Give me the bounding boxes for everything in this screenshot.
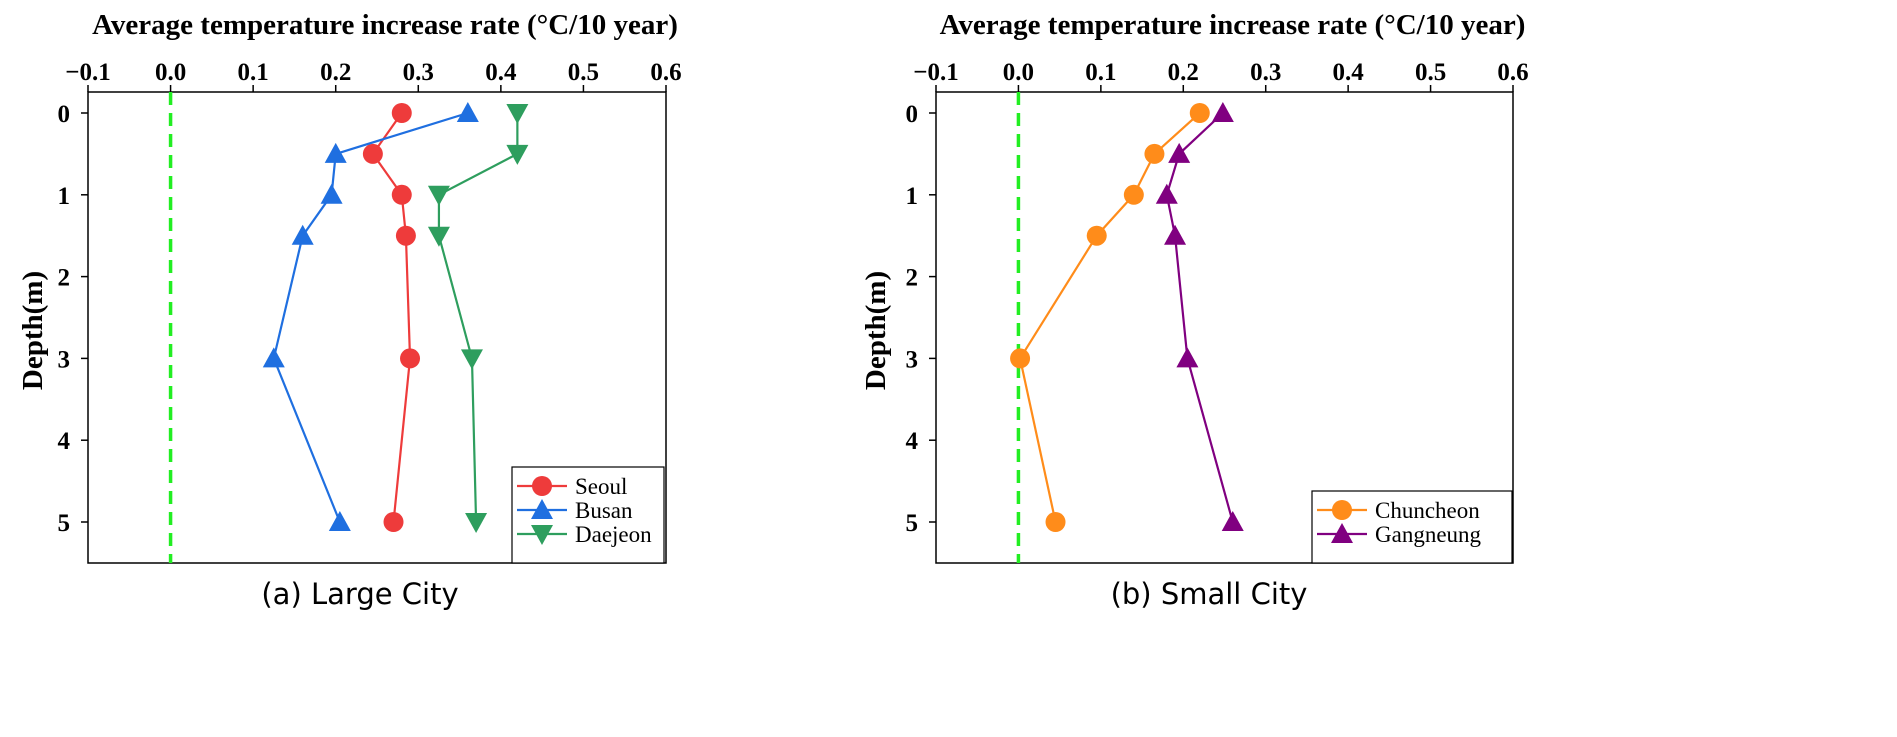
- x-tick-label: 0.4: [1333, 59, 1365, 86]
- data-point-seoul: [383, 512, 404, 532]
- x-tick-label: 0.0: [155, 59, 186, 86]
- x-tick-label: 0.3: [403, 59, 434, 86]
- x-tick-label: 0.2: [1168, 59, 1199, 86]
- x-tick-label: 0.4: [485, 59, 517, 86]
- data-point-busan: [324, 142, 347, 163]
- data-point-chuncheon: [1010, 348, 1031, 369]
- data-point-chuncheon: [1123, 184, 1144, 205]
- data-point-seoul: [391, 184, 412, 205]
- legend-marker: [531, 499, 553, 519]
- legend-label: Gangneung: [1375, 522, 1482, 547]
- data-point-busan: [320, 183, 343, 204]
- y-tick-label: 1: [58, 183, 71, 210]
- y-tick-label: 3: [906, 346, 919, 373]
- legend-label: Chuncheon: [1375, 498, 1480, 523]
- y-tick-label: 4: [58, 428, 71, 455]
- plot-frame: [935, 91, 1514, 564]
- data-point-seoul: [362, 143, 383, 164]
- legend-marker: [531, 525, 553, 545]
- legend-label: Daejeon: [575, 522, 652, 547]
- panel-small-city: −0.1 0.0 0.1 0.2 0.3 0.4 0.5 0.6 0 1 2 3 4 5 Average t…: [860, 9, 1529, 611]
- x-tick-label: 0.1: [1085, 59, 1116, 86]
- data-point-daejeon: [427, 185, 450, 206]
- x-tick-label: 0.5: [1415, 59, 1446, 86]
- x-tick-label: 0.6: [650, 59, 681, 86]
- panel-large-city: −0.1 0.0 0.1 0.2 0.3 0.4 0.5 0.6 0 1 2 3 4 5 Average t…: [17, 9, 682, 611]
- data-point-chuncheon: [1086, 225, 1107, 246]
- panel-caption: (a) Large City: [261, 577, 458, 611]
- data-point-gangneung: [1164, 224, 1187, 245]
- data-point-seoul: [395, 225, 416, 246]
- y-axis-label: Depth(m): [17, 271, 49, 390]
- y-tick-label: 0: [906, 101, 919, 128]
- data-point-busan: [456, 102, 479, 122]
- data-point-gangneung: [1221, 511, 1244, 531]
- plot-frame: [87, 91, 667, 564]
- data-point-busan: [291, 224, 314, 245]
- data-point-seoul: [400, 348, 421, 369]
- data-point-chuncheon: [1189, 103, 1210, 123]
- data-point-gangneung: [1176, 347, 1199, 368]
- data-point-busan: [262, 347, 285, 368]
- x-tick-label: −0.1: [913, 59, 959, 86]
- axis-title: Average temperature increase rate (°C/10…: [940, 9, 1526, 41]
- y-tick-label: 0: [58, 101, 71, 128]
- series-line-gangneung: [1165, 112, 1234, 523]
- data-point-seoul: [391, 103, 412, 123]
- data-point-gangneung: [1211, 102, 1234, 122]
- data-point-chuncheon: [1144, 143, 1165, 164]
- x-tick-label: 0.0: [1003, 59, 1034, 86]
- panel-caption: (b) Small City: [1111, 577, 1308, 611]
- data-point-daejeon: [465, 513, 488, 533]
- x-tick-label: −0.1: [65, 59, 111, 86]
- y-tick-label: 5: [906, 510, 919, 537]
- x-tick-label: 0.3: [1250, 59, 1281, 86]
- x-tick-label: 0.2: [320, 59, 351, 86]
- y-axis-label: Depth(m): [860, 271, 892, 390]
- legend-marker: [532, 476, 552, 496]
- data-point-gangneung: [1168, 142, 1191, 163]
- x-tick-label: 0.6: [1497, 59, 1528, 86]
- y-tick-label: 4: [906, 428, 919, 455]
- y-tick-label: 1: [906, 183, 919, 210]
- x-tick-label: 0.1: [238, 59, 269, 86]
- axis-title: Average temperature increase rate (°C/10…: [92, 9, 678, 41]
- y-tick-label: 5: [58, 510, 71, 537]
- legend-marker: [1331, 523, 1353, 543]
- series-line-busan: [272, 111, 469, 523]
- data-point-busan: [328, 511, 351, 531]
- data-point-gangneung: [1155, 183, 1178, 204]
- data-point-daejeon: [506, 144, 529, 165]
- y-tick-label: 3: [58, 346, 71, 373]
- y-tick-label: 2: [58, 265, 71, 292]
- legend-label: Seoul: [575, 474, 627, 499]
- legend-marker: [1332, 500, 1352, 520]
- data-point-daejeon: [506, 104, 529, 124]
- series-line-chuncheon: [1018, 112, 1201, 523]
- legend-label: Busan: [575, 498, 633, 523]
- data-point-chuncheon: [1045, 512, 1066, 532]
- data-point-daejeon: [427, 226, 450, 247]
- x-tick-label: 0.5: [568, 59, 599, 86]
- data-point-daejeon: [460, 349, 483, 370]
- y-tick-label: 2: [906, 265, 919, 292]
